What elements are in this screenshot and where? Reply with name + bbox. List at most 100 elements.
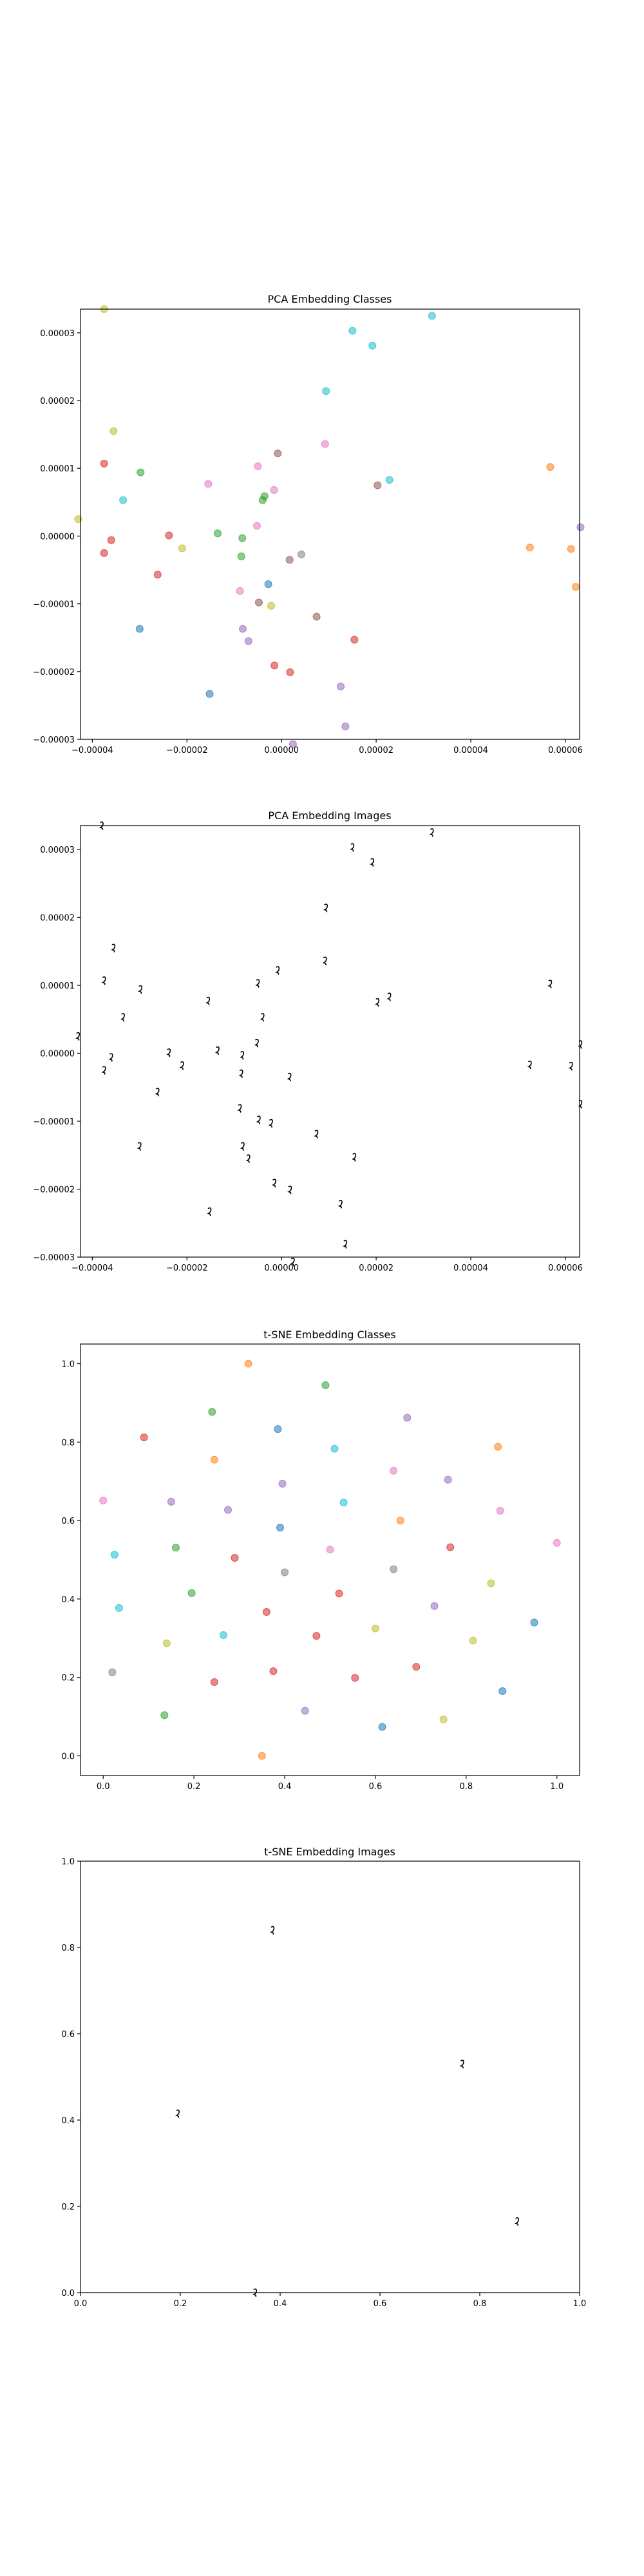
y-tick-label: 0.0: [61, 1752, 75, 1762]
image-thumbnail: [270, 1926, 275, 1935]
data-marks: [75, 821, 583, 1267]
data-point: [289, 740, 297, 748]
x-tick-label: 0.6: [369, 1782, 383, 1792]
y-tick-label: 0.2: [61, 1674, 75, 1683]
data-point: [140, 1433, 148, 1441]
data-point: [278, 1479, 287, 1488]
x-tick-label: 0.4: [278, 1782, 292, 1792]
data-point: [339, 1499, 348, 1507]
image-thumbnail: [255, 979, 260, 988]
data-point: [378, 1723, 386, 1731]
data-point: [390, 1466, 398, 1475]
data-point: [403, 1414, 412, 1422]
image-thumbnail: [352, 1153, 357, 1162]
data-point: [162, 1639, 171, 1647]
y-tick-label: −0.00002: [33, 1185, 75, 1195]
data-point: [335, 1589, 343, 1598]
image-thumbnail: [155, 1088, 160, 1097]
data-point: [237, 552, 245, 560]
plot-frame: [80, 308, 580, 740]
data-point: [264, 580, 272, 589]
image-thumbnail: [568, 1062, 573, 1071]
x-tick-label: 0.00002: [359, 746, 393, 755]
data-point: [208, 1408, 216, 1416]
data-point: [396, 1517, 404, 1525]
data-point: [371, 1624, 379, 1633]
axis-ticks: −0.00004 −0.00002 0.00000 0.00002 0.00004 0.0…: [33, 846, 583, 1273]
y-tick-label: 1.0: [61, 1857, 75, 1867]
image-thumbnail: [287, 1072, 292, 1082]
y-tick-label: 0.8: [61, 1944, 75, 1953]
image-thumbnail: [256, 1115, 261, 1124]
image-thumbnail: [245, 1154, 251, 1163]
x-tick-label: 0.8: [460, 1782, 473, 1792]
data-point: [260, 492, 269, 500]
data-point: [258, 1752, 266, 1760]
image-thumbnail: [429, 828, 434, 837]
data-point: [374, 481, 382, 489]
data-point: [262, 1608, 270, 1616]
data-point: [107, 536, 115, 544]
x-tick-label: −0.00004: [71, 746, 113, 755]
image-thumbnail: [375, 998, 380, 1007]
axis-ticks: 0.0 0.2 0.4 0.6 0.8 1.0 0.0 0.2 0.4 0.6 0.8 1.0: [61, 1857, 586, 2309]
image-thumbnail: [527, 1060, 532, 1070]
data-point: [444, 1475, 452, 1484]
panel-pca-classes: PCA Embedding Classes −0.00004 −0.00002 0.…: [33, 293, 585, 755]
data-point: [312, 612, 321, 621]
axis-ticks: 0.0 0.2 0.4 0.6 0.8 1.0 0.0 0.2 0.4 0.6 0.8 1.0: [61, 1359, 564, 1792]
data-point: [487, 1579, 495, 1587]
data-point: [267, 601, 276, 610]
x-tick-label: −0.00002: [166, 746, 208, 755]
x-tick-label: 0.4: [274, 2299, 287, 2309]
image-thumbnail: [207, 1207, 212, 1217]
panel-pca-images: PCA Embedding Images −0.00004 −0.00002 0.0…: [33, 810, 583, 1273]
x-tick-label: 0.00002: [359, 1264, 393, 1273]
data-point: [322, 387, 330, 395]
data-point: [178, 544, 186, 553]
data-point: [337, 682, 345, 690]
x-tick-label: 0.00000: [264, 746, 299, 755]
data-point: [572, 583, 580, 591]
data-point: [368, 341, 377, 350]
data-point: [236, 587, 244, 595]
image-thumbnail: [350, 843, 355, 852]
chart-title: t-SNE Embedding Images: [264, 1846, 395, 1858]
data-point: [330, 1444, 339, 1453]
y-tick-label: 0.6: [61, 1517, 75, 1526]
data-point: [321, 1381, 330, 1389]
data-marks: [99, 1359, 561, 1760]
image-thumbnail: [237, 1104, 242, 1113]
image-thumbnail: [369, 858, 375, 867]
data-point: [274, 1425, 282, 1434]
image-thumbnail: [322, 956, 327, 965]
data-point: [526, 544, 534, 552]
data-point: [439, 1715, 448, 1723]
data-point: [321, 440, 329, 448]
image-thumbnail: [101, 976, 106, 985]
plot-frame: [80, 1343, 580, 1776]
data-point: [167, 1497, 175, 1506]
data-point: [254, 462, 262, 471]
data-point: [567, 545, 575, 553]
data-point: [312, 1632, 321, 1640]
data-point: [298, 550, 306, 558]
data-point: [496, 1506, 504, 1515]
data-point: [244, 1359, 252, 1368]
data-point: [214, 529, 222, 538]
y-tick-label: 0.00002: [40, 397, 75, 406]
y-tick-label: 1.0: [61, 1359, 75, 1369]
image-thumbnail: [323, 904, 328, 913]
data-point: [530, 1618, 538, 1627]
image-thumbnail: [111, 943, 116, 952]
data-point: [412, 1663, 421, 1671]
data-point: [270, 486, 278, 494]
x-tick-label: 0.00006: [548, 1264, 583, 1273]
data-point: [153, 571, 162, 579]
data-point: [165, 531, 173, 540]
plot-frame: [80, 825, 580, 1258]
image-thumbnail: [275, 966, 280, 975]
data-point: [231, 1553, 239, 1562]
data-point: [135, 625, 144, 633]
image-thumbnail: [101, 1066, 106, 1075]
